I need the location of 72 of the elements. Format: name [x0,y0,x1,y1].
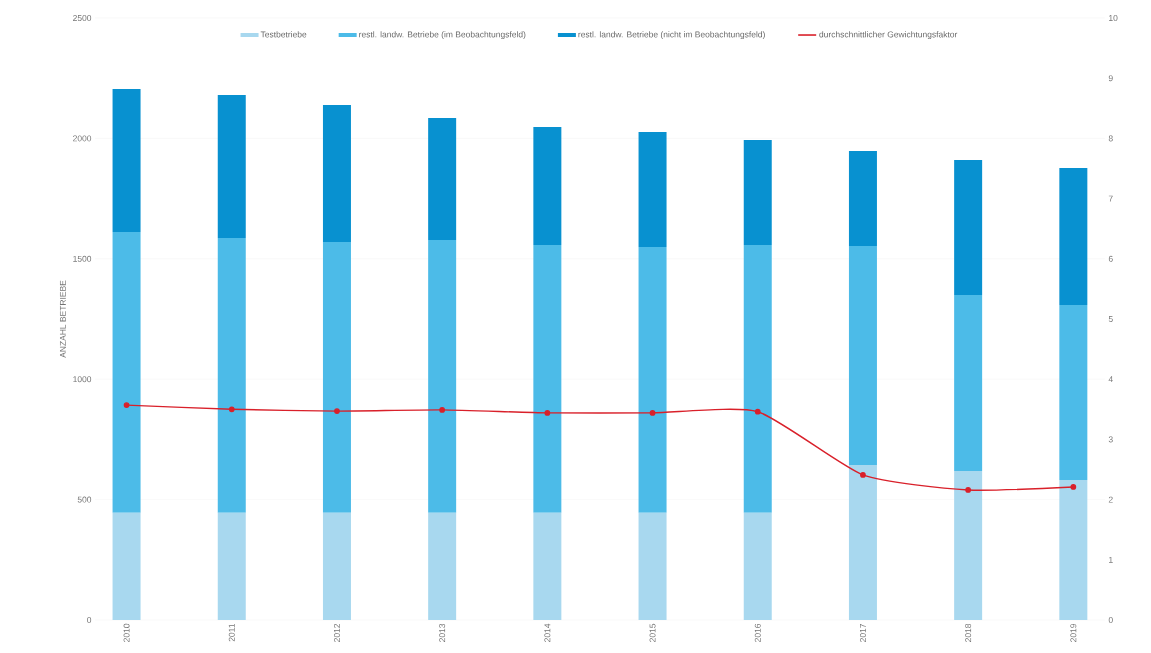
bar [322,512,351,620]
point [123,402,130,408]
x-tick-label: 2016 [754,623,761,642]
legend-label: durchschnittlicher Gewichtungsfaktor [819,31,958,40]
bar [533,245,562,513]
y2-tick-label: 8 [1108,135,1113,142]
bar [533,512,562,620]
bar [638,131,667,247]
y2-tick-label: 6 [1108,255,1113,262]
y2-tick-label: 4 [1108,376,1113,383]
y2-tick-label: 7 [1108,195,1113,202]
y2-tick-label: 2 [1108,496,1113,503]
y2-tick-label: 9 [1108,75,1113,82]
x-tick-label: 2011 [228,623,235,642]
point [754,408,761,415]
legend-label: restl. landw. Betriebe (im Beobachtungsfeld) [359,31,526,40]
bar [112,232,141,513]
legend-label: restl. landw. Betriebe (nicht im Beobachtungsfeld) [578,31,765,40]
bar [217,512,246,620]
y-tick-label: 1500 [73,255,92,262]
legend-label: Testbetriebe [260,31,307,38]
x-tick-label: 2015 [649,623,656,642]
y-tick-label: 500 [77,496,92,503]
point [965,487,972,493]
x-tick-label: 2017 [859,623,866,642]
y-tick-label: 2000 [73,135,92,142]
bar [954,160,983,295]
y2-tick-label: 0 [1108,617,1113,623]
x-tick-label: 2012 [333,623,340,642]
y2-tick-label: 3 [1108,436,1113,443]
bar [1059,168,1088,306]
x-tick-label: 2010 [123,623,130,642]
bar [1059,480,1088,620]
bar [848,150,877,247]
y-tick-label: 0 [87,617,92,623]
bar [743,140,772,246]
y2-tick-label: 5 [1108,316,1113,322]
x-tick-label: 2013 [439,623,446,642]
point [334,408,340,414]
bar [428,117,457,241]
point [544,410,551,416]
bar [428,240,457,513]
bar [1059,305,1088,481]
point [649,410,656,416]
point [228,406,235,413]
bar [848,464,877,620]
point [439,407,446,413]
x-tick-label: 2019 [1070,623,1077,642]
bar [217,238,246,513]
bar [322,104,351,242]
bar [638,247,667,513]
bar [112,89,141,233]
bar [217,95,246,239]
x-tick-label: 2014 [544,623,551,642]
bar [848,246,877,465]
point [860,472,866,478]
y-tick-label: 2500 [73,15,92,21]
bar [954,294,983,471]
bar [638,512,667,620]
bar [743,245,772,513]
point [1070,484,1077,490]
y-tick-label: 1000 [73,376,92,383]
y-axis-title: ANZAHL BETRIEBE [59,280,66,358]
bar [322,241,351,513]
y2-tick-label: 10 [1109,15,1118,21]
bar [112,512,141,620]
bar [428,512,457,620]
x-tick-label: 2018 [965,623,972,642]
bar [533,127,562,246]
y2-tick-label: 1 [1109,556,1113,563]
bar [954,470,983,620]
bar [743,512,772,620]
